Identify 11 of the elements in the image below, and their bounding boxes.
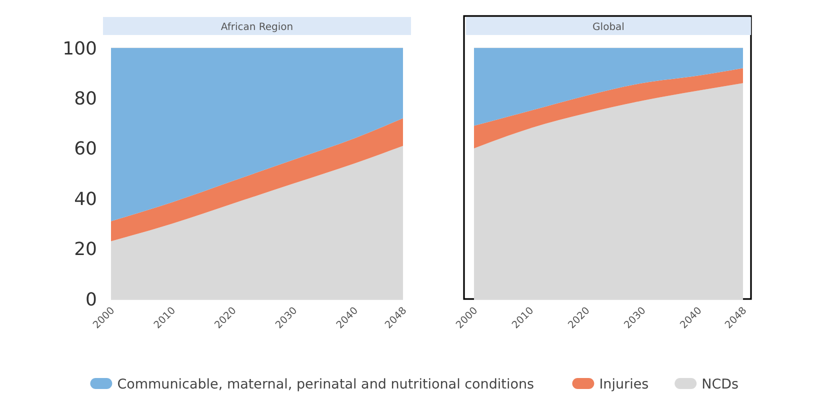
y-tick-label: 20 bbox=[74, 239, 97, 260]
legend-label: Injuries bbox=[599, 376, 649, 393]
y-tick-label: 60 bbox=[74, 138, 97, 160]
y-tick-label: 0 bbox=[86, 289, 97, 310]
chart-title: African Region bbox=[220, 22, 294, 33]
y-tick-label: 40 bbox=[74, 188, 97, 210]
legend-label: NCDs bbox=[702, 376, 739, 393]
chart-title: Global bbox=[592, 22, 624, 33]
legend-label: Communicable, maternal, perinatal and nutritional conditions bbox=[117, 376, 534, 393]
y-tick-label: 80 bbox=[74, 88, 97, 110]
y-tick-label: 100 bbox=[62, 38, 97, 60]
